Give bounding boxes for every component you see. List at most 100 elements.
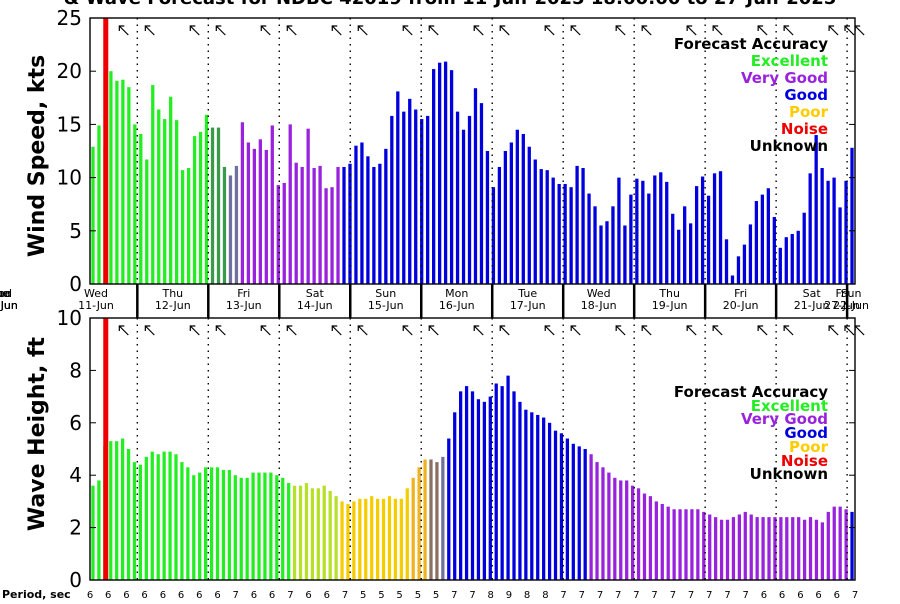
wave-bar — [144, 456, 148, 580]
wave-bar — [275, 475, 279, 580]
wave-bar — [180, 462, 184, 580]
wave-bar — [654, 501, 658, 580]
wave-bar — [755, 517, 759, 580]
wind-bar — [270, 125, 274, 285]
wind-bar — [485, 151, 490, 284]
wind-bar — [390, 115, 394, 284]
period-value: 6 — [269, 590, 275, 600]
wave-direction-arrow — [570, 325, 581, 336]
period-value: 7 — [615, 590, 621, 600]
wind-bar — [706, 195, 711, 284]
wind-bar — [294, 162, 298, 284]
wind-bar — [605, 221, 609, 284]
wave-bar — [251, 472, 255, 580]
wind-bar — [569, 187, 573, 284]
wind-direction-arrow — [615, 25, 626, 36]
wave-bar — [328, 490, 332, 580]
wind-bar — [587, 193, 591, 284]
wind-bar — [414, 109, 418, 284]
date-label: 12-Jun — [155, 299, 191, 312]
wave-bar — [352, 501, 356, 580]
wave-bar — [447, 438, 451, 580]
wave-bar — [269, 472, 273, 580]
period-value: 5 — [360, 590, 366, 600]
wind-direction-arrow — [428, 25, 439, 36]
period-value: 7 — [342, 590, 348, 600]
wave-bar — [198, 472, 202, 580]
wave-frame — [89, 317, 856, 581]
wave-direction-arrow — [260, 325, 271, 336]
wind-bar — [204, 114, 209, 284]
wave-bar — [500, 386, 504, 580]
wind-y-tick-label: 5 — [69, 219, 82, 243]
wind-bar — [527, 146, 531, 284]
wind-bar — [151, 85, 155, 284]
wave-bar — [174, 454, 178, 580]
wave-direction-arrow — [286, 325, 297, 336]
wind-bar — [545, 170, 549, 284]
wave-legend-unknown: Unknown — [750, 465, 828, 483]
day-name-label: Mon — [445, 287, 468, 300]
day-name-label: Thu — [658, 287, 680, 300]
wind-direction-arrow — [712, 25, 723, 36]
period-value: 7 — [688, 590, 694, 600]
period-value: 6 — [105, 590, 111, 600]
wave-bar — [690, 509, 694, 580]
date-label: 13-Jun — [226, 299, 262, 312]
wind-direction-arrow — [331, 25, 342, 36]
period-value: 8 — [542, 590, 548, 600]
period-value: 9 — [506, 590, 512, 600]
period-value: 7 — [579, 590, 585, 600]
day-name-label: Fri — [237, 287, 250, 300]
date-label: 25-Jun — [0, 299, 18, 312]
wave-bar — [429, 459, 433, 580]
period-value: 6 — [214, 590, 220, 600]
wind-bar — [730, 275, 735, 284]
period-value: 5 — [415, 590, 421, 600]
wind-bar — [437, 62, 442, 284]
wind-legend-title: Forecast Accuracy — [674, 35, 828, 53]
wave-bar — [518, 401, 522, 580]
wave-bar — [838, 506, 842, 580]
period-value: 6 — [160, 590, 166, 600]
wave-bar — [316, 488, 320, 580]
wave-y-tick-label: 10 — [57, 306, 82, 330]
wind-bar — [736, 256, 741, 284]
wave-bar — [625, 480, 629, 580]
period-value: 6 — [324, 590, 330, 600]
wave-bar — [204, 467, 208, 580]
wave-bar — [482, 401, 486, 580]
wave-bar — [120, 438, 125, 580]
day-name-label: Thu — [161, 287, 183, 300]
wind-direction-arrow — [144, 25, 155, 36]
wind-y-tick-label: 20 — [57, 59, 82, 83]
date-label: 27-Jun — [824, 299, 860, 312]
wind-direction-arrow — [828, 25, 839, 36]
wave-bar — [565, 438, 570, 580]
wind-bar — [778, 247, 782, 284]
wind-direction-arrow — [286, 25, 297, 36]
period-value: 7 — [724, 590, 730, 600]
wind-bar — [677, 229, 681, 284]
date-label: 19-Jun — [652, 299, 688, 312]
wave-bar — [239, 477, 243, 580]
wave-bar — [696, 509, 700, 580]
wind-bar — [169, 96, 173, 285]
wave-legend-good: Good — [784, 424, 828, 442]
wind-bar — [826, 180, 830, 284]
wave-y-axis-label: Wave Height, ft — [25, 336, 50, 531]
wind-y-tick-label: 0 — [69, 272, 82, 296]
date-label: 17-Jun — [510, 299, 546, 312]
wave-bar — [648, 496, 653, 580]
date-label: 23-Jun — [0, 299, 18, 312]
wind-bar — [186, 168, 191, 284]
wave-bar — [660, 504, 664, 580]
period-value: 6 — [761, 590, 767, 600]
wind-bar — [718, 171, 723, 284]
wave-bar — [209, 467, 214, 580]
wind-legend-very-good: Very Good — [741, 69, 828, 87]
wave-bar — [731, 517, 736, 580]
period-value: 7 — [706, 590, 712, 600]
day-name-label: Thu — [0, 287, 10, 300]
wind-bar — [790, 233, 794, 284]
